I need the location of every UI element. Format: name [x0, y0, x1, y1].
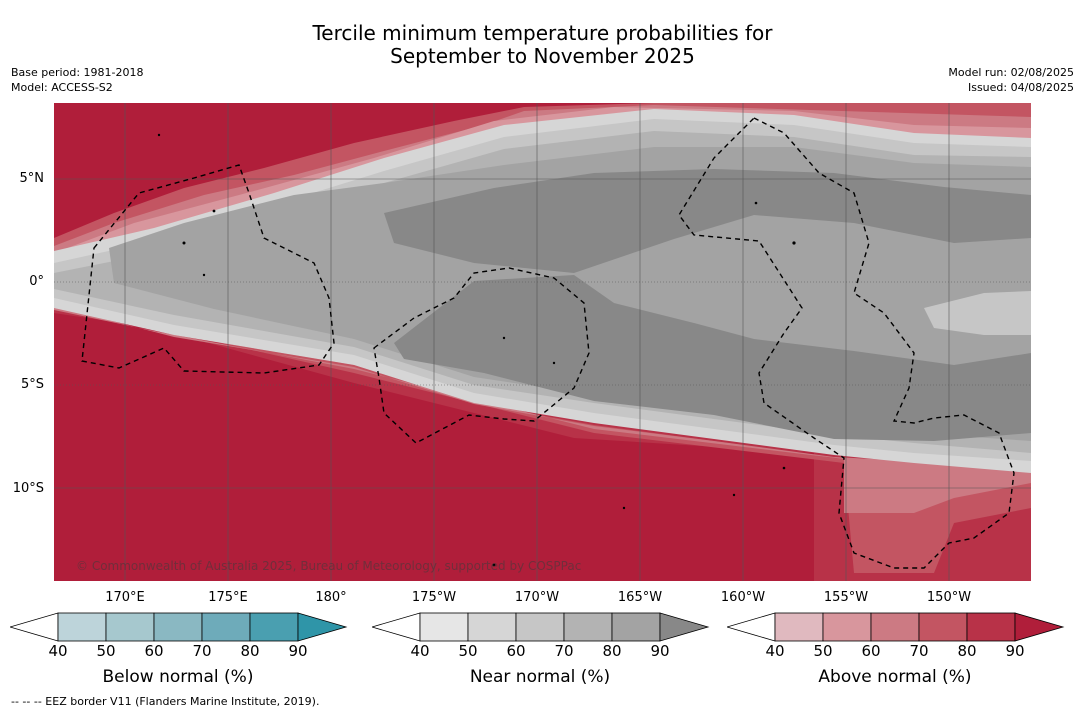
above-band-60	[54, 306, 1031, 513]
lon-label-160w: 160°W	[720, 590, 766, 605]
title-line-1: Tercile minimum temperature probabilitie…	[312, 21, 773, 45]
below-tick-90: 90	[288, 642, 308, 660]
near-tick-60: 60	[506, 642, 526, 660]
near-tick-80: 80	[602, 642, 622, 660]
near-swatch-3	[563, 612, 613, 642]
below-swatch-3	[201, 612, 251, 642]
title-line-2: September to November 2025	[390, 44, 695, 68]
near-light-patch-east	[924, 291, 1031, 335]
model-run: Model run: 02/08/2025	[948, 66, 1074, 79]
eez-north-east	[678, 117, 1015, 569]
eez-central	[373, 267, 590, 444]
above-swatch-4	[966, 612, 1016, 642]
below-tick-70: 70	[192, 642, 212, 660]
map-title: Tercile minimum temperature probabilitie…	[0, 22, 1085, 68]
near-swatch-1	[467, 612, 517, 642]
above-swatch-0	[774, 612, 824, 642]
above-swatch-2	[870, 612, 920, 642]
above-swatch-3	[918, 612, 968, 642]
near-swatches	[419, 612, 661, 642]
lon-label-170w: 170°W	[514, 590, 560, 605]
above-band-70	[54, 303, 1031, 573]
lon-label-150w: 150°W	[926, 590, 972, 605]
above-tick-80: 80	[957, 642, 977, 660]
near-tick-40: 40	[410, 642, 430, 660]
lon-label-155w: 155°W	[823, 590, 869, 605]
below-swatch-0	[57, 612, 107, 642]
probability-map	[54, 103, 1031, 581]
colorbar-above	[727, 612, 1065, 642]
lat-label-5s: 5°S	[20, 377, 44, 392]
near-dark-core-south	[394, 275, 1031, 441]
near-tick-90: 90	[650, 642, 670, 660]
near-tick-70: 70	[554, 642, 574, 660]
lat-label-10s: 10°S	[12, 481, 44, 496]
below-swatch-4	[249, 612, 299, 642]
meta-left: Base period: 1981-2018 Model: ACCESS-S2	[11, 65, 143, 95]
below-swatch-1	[105, 612, 155, 642]
colorbar-near	[372, 612, 710, 642]
lat-label-0: 0°	[29, 274, 44, 289]
model-name: Model: ACCESS-S2	[11, 81, 113, 94]
below-tick-40: 40	[48, 642, 68, 660]
near-dark-core-north	[384, 169, 1031, 273]
near-swatch-2	[515, 612, 565, 642]
lon-label-180: 180°	[315, 590, 347, 605]
below-tick-50: 50	[96, 642, 116, 660]
above-tick-60: 60	[861, 642, 881, 660]
issued-date: Issued: 04/08/2025	[967, 81, 1074, 94]
eez-borders	[81, 117, 1015, 569]
lat-label-5n: 5°N	[19, 171, 45, 186]
lon-label-175w: 175°W	[411, 590, 457, 605]
below-tick-80: 80	[240, 642, 260, 660]
lon-label-165w: 165°W	[617, 590, 663, 605]
lon-label-170e: 170°E	[105, 590, 145, 605]
meta-right: Model run: 02/08/2025 Issued: 04/08/2025	[948, 65, 1074, 95]
lon-label-175e: 175°E	[208, 590, 248, 605]
above-tick-40: 40	[765, 642, 785, 660]
below-swatches	[57, 612, 299, 642]
above-normal-label: Above normal (%)	[818, 667, 972, 687]
below-swatch-2	[153, 612, 203, 642]
near-swatch-4	[611, 612, 661, 642]
near-swatch-0	[419, 612, 469, 642]
near-tick-50: 50	[458, 642, 478, 660]
north-band-60	[54, 105, 1031, 263]
base-period: Base period: 1981-2018	[11, 66, 144, 79]
copyright-notice: © Commonwealth of Australia 2025, Bureau…	[76, 559, 582, 573]
colorbar-below	[10, 612, 348, 642]
below-tick-60: 60	[144, 642, 164, 660]
islands	[157, 133, 796, 567]
above-tick-50: 50	[813, 642, 833, 660]
near-normal-label: Near normal (%)	[469, 667, 611, 687]
above-tick-90: 90	[1005, 642, 1025, 660]
above-tick-70: 70	[909, 642, 929, 660]
eez-footnote: -- -- -- EEZ border V11 (Flanders Marine…	[11, 695, 320, 708]
above-swatch-1	[822, 612, 872, 642]
above-swatches	[774, 612, 1016, 642]
below-normal-label: Below normal (%)	[102, 667, 254, 687]
grid-lines	[54, 103, 1031, 581]
